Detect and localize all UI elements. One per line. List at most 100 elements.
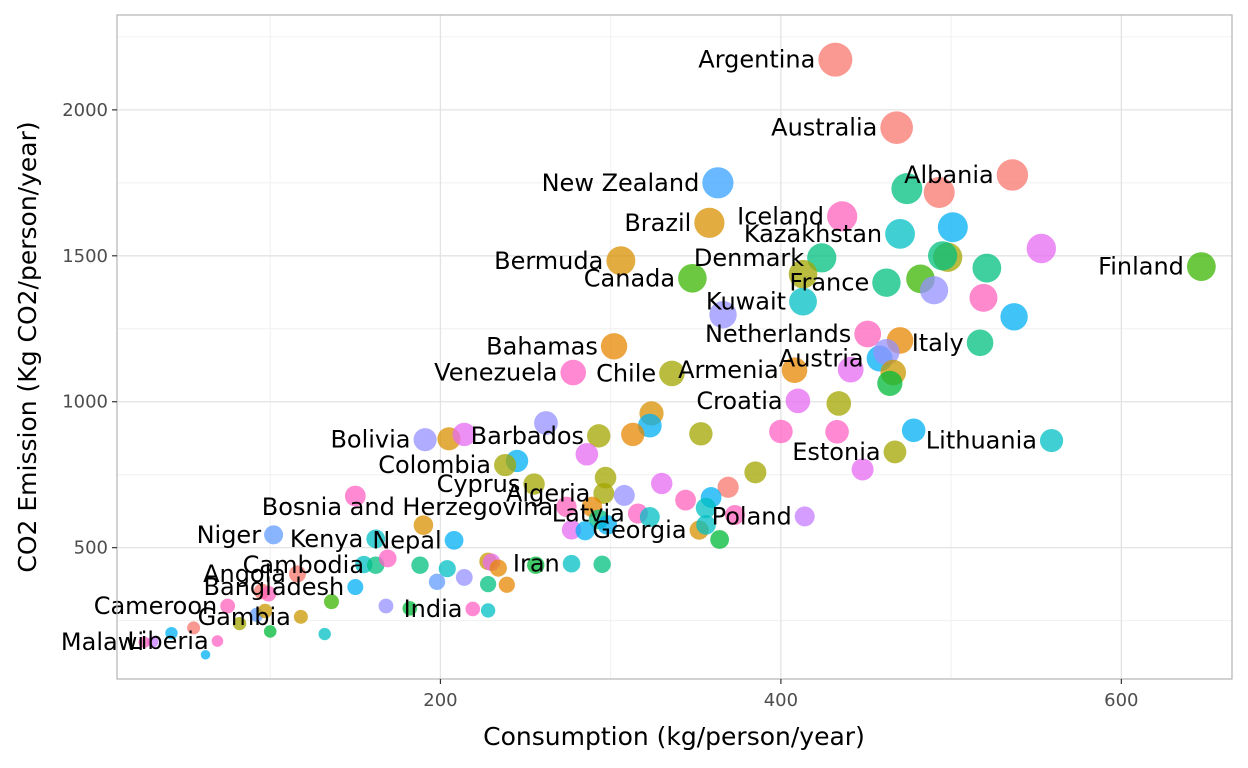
data-point <box>318 627 331 641</box>
data-point <box>562 554 581 573</box>
data-point <box>428 573 446 591</box>
point-label: Armenia <box>678 356 779 384</box>
x-tick-label: 200 <box>423 690 457 711</box>
data-point <box>639 507 660 528</box>
data-point <box>854 320 882 348</box>
x-axis-title: Consumption (kg/person/year) <box>483 722 865 751</box>
data-point <box>709 301 737 329</box>
data-point <box>827 201 858 232</box>
data-point <box>479 576 497 593</box>
data-point <box>710 530 730 549</box>
point-label: Iceland <box>737 202 824 230</box>
point-label: Georgia <box>592 516 686 544</box>
data-point <box>659 360 685 387</box>
data-point <box>411 556 429 574</box>
data-point <box>366 529 386 549</box>
data-point <box>1000 303 1028 331</box>
axis-ticks: 200 400 600 500 1000 1500 2000 <box>62 100 1138 711</box>
data-point <box>593 482 615 504</box>
point-label: Bolivia <box>330 426 410 454</box>
data-point <box>702 167 734 199</box>
data-point <box>200 649 211 660</box>
point-label: Bermuda <box>494 247 603 275</box>
data-point <box>489 559 507 577</box>
point-label: Austria <box>779 345 864 373</box>
data-point <box>593 555 611 573</box>
data-point <box>1186 252 1216 281</box>
point-label: Gambia <box>198 603 291 631</box>
point-label: Netherlands <box>705 320 851 348</box>
data-point <box>413 515 434 535</box>
data-point <box>696 515 716 535</box>
data-point <box>651 472 673 495</box>
data-point <box>621 422 645 447</box>
data-point <box>781 357 808 384</box>
data-point <box>600 333 628 360</box>
data-point <box>969 283 998 312</box>
data-point <box>263 625 277 638</box>
data-point <box>717 476 739 498</box>
data-point <box>689 422 713 446</box>
y-tick-label: 500 <box>74 538 108 559</box>
data-point <box>807 243 837 273</box>
point-label: Bahamas <box>486 332 598 360</box>
data-point <box>877 370 903 396</box>
data-point <box>891 173 923 205</box>
point-label: Cameroon <box>94 592 218 620</box>
point-label: Finland <box>1098 253 1184 281</box>
data-point <box>880 111 913 144</box>
data-point <box>455 569 473 586</box>
point-label: Nepal <box>372 526 441 554</box>
data-point <box>1039 428 1064 453</box>
data-point <box>527 556 545 574</box>
data-point <box>138 636 150 648</box>
data-point <box>785 388 811 414</box>
data-point <box>837 356 864 383</box>
point-label: Australia <box>771 114 877 142</box>
point-label: Kuwait <box>706 288 786 316</box>
data-point <box>575 521 595 541</box>
data-point <box>885 219 915 249</box>
data-point <box>825 419 849 444</box>
data-point <box>613 484 635 506</box>
point-label: Bosnia and Herzegovina <box>262 493 553 521</box>
y-tick-label: 1500 <box>62 246 108 267</box>
data-point <box>769 419 793 444</box>
data-point <box>818 42 853 77</box>
y-tick-label: 1000 <box>62 392 108 413</box>
data-point <box>465 601 481 617</box>
data-point <box>498 576 515 593</box>
data-point <box>794 506 815 527</box>
data-point <box>826 391 852 416</box>
data-point <box>966 329 994 357</box>
x-tick-label: 400 <box>764 690 798 711</box>
data-point <box>378 549 397 568</box>
data-point <box>523 473 545 495</box>
point-label: Bangladesh <box>204 573 345 601</box>
point-label: Niger <box>197 521 262 549</box>
data-point <box>928 241 958 271</box>
y-axis-title: CO2 Emission (Kg CO2/person/year) <box>13 121 42 572</box>
labels-layer: Argentina Australia New Zealand Albania Icel… <box>61 46 1184 656</box>
data-point <box>438 560 456 578</box>
point-label: Brazil <box>624 209 691 237</box>
data-point <box>724 504 745 525</box>
data-point <box>344 485 366 507</box>
data-point <box>494 453 517 477</box>
data-point <box>293 609 308 624</box>
data-point <box>695 497 717 519</box>
point-label: Cambodia <box>243 551 364 579</box>
point-label: France <box>789 269 869 297</box>
panel-border <box>116 14 1233 680</box>
grid <box>117 15 1232 679</box>
data-point <box>919 276 949 305</box>
point-label: Chile <box>596 359 656 387</box>
data-point <box>444 530 464 550</box>
point-label: Venezuela <box>434 359 557 387</box>
data-point <box>288 565 306 583</box>
data-point <box>587 424 611 448</box>
point-label: Barbados <box>471 422 584 450</box>
points-layer <box>138 42 1216 660</box>
data-point <box>996 159 1029 191</box>
